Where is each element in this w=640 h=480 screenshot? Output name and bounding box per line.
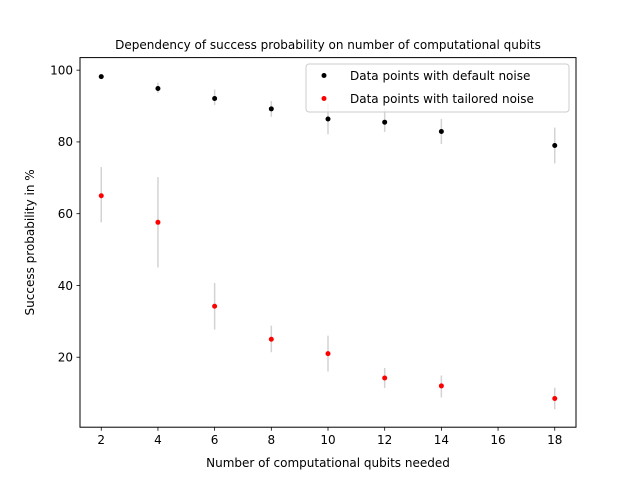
legend-marker-tailored-noise [321,96,327,101]
data-point-series-1 [155,219,161,225]
data-point-series-0 [268,106,274,112]
legend-box [305,63,570,113]
data-point-series-0 [212,96,218,102]
y-tick-label: 40 [58,279,73,293]
data-points [98,74,558,401]
x-tick-label: 18 [547,433,562,447]
y-axis-ticks: 20 40 60 80 100 [50,63,80,365]
data-point-series-0 [382,119,388,125]
y-tick-label: 100 [50,63,73,77]
legend-label-default-noise: Data points with default noise [350,69,530,83]
data-point-series-0 [325,116,331,122]
chart-title: Dependency of success probability on num… [115,38,541,52]
y-tick-label: 20 [58,351,73,365]
data-point-series-0 [98,74,104,80]
x-tick-label: 4 [154,433,162,447]
x-tick-label: 14 [434,433,449,447]
x-axis-label: Number of computational qubits needed [206,456,450,470]
data-point-series-1 [552,395,558,401]
data-point-series-0 [438,129,444,135]
data-point-series-1 [268,336,274,342]
data-point-series-0 [155,85,161,91]
y-tick-label: 60 [58,207,73,221]
data-point-series-1 [212,303,218,309]
x-tick-label: 8 [267,433,275,447]
y-tick-label: 80 [58,135,73,149]
x-tick-label: 6 [211,433,219,447]
legend-label-tailored-noise: Data points with tailored noise [350,92,534,106]
error-bars [100,75,556,410]
x-tick-label: 10 [320,433,335,447]
legend-marker-default-noise [321,73,327,78]
data-point-series-0 [552,143,558,149]
x-tick-label: 12 [377,433,392,447]
data-point-series-1 [438,383,444,389]
data-point-series-1 [382,375,388,381]
x-axis-ticks: 2 4 6 8 10 12 14 16 18 [97,427,562,447]
data-point-series-1 [325,351,331,357]
y-axis-label: Success probability in % [23,169,37,315]
x-tick-label: 16 [490,433,505,447]
x-tick-label: 2 [97,433,105,447]
legend: Data points with default noise Data poin… [305,63,570,113]
data-point-series-1 [98,193,104,199]
